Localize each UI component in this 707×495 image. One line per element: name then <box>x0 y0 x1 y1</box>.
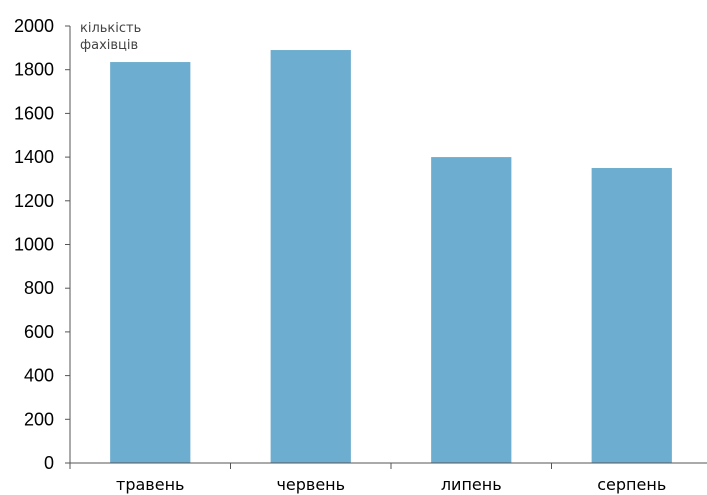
y-tick-label-9: 1800 <box>14 60 54 80</box>
x-category-label-1: червень <box>276 475 345 494</box>
y-tick-label-7: 1400 <box>14 147 54 167</box>
y-axis-ticks: 0 200 400 600 800 1000 1200 1400 1600 1800 2000 <box>14 16 70 473</box>
bars-group <box>110 50 672 464</box>
bar-1 <box>270 50 351 463</box>
x-category-label-2: липень <box>441 475 502 494</box>
y-tick-label-2: 400 <box>24 366 54 386</box>
y-tick-label-1: 200 <box>24 409 54 429</box>
y-tick-label-0: 0 <box>44 453 54 473</box>
y-tick-label-4: 800 <box>24 278 54 298</box>
y-axis-label-line-1: кількість <box>80 21 141 36</box>
y-tick-label-10: 2000 <box>14 16 54 36</box>
y-tick-label-3: 600 <box>24 322 54 342</box>
x-category-label-3: серпень <box>597 475 666 494</box>
bar-0 <box>110 62 191 464</box>
bar-2 <box>431 157 512 463</box>
bar-3 <box>591 168 672 463</box>
y-axis-label-line-2: фахівців <box>80 38 138 53</box>
y-tick-label-8: 1600 <box>14 103 54 123</box>
y-tick-label-6: 1200 <box>14 191 54 211</box>
x-axis: травень червень липень серпень <box>69 462 707 494</box>
y-tick-label-5: 1000 <box>14 235 54 255</box>
x-category-label-0: травень <box>116 475 184 494</box>
